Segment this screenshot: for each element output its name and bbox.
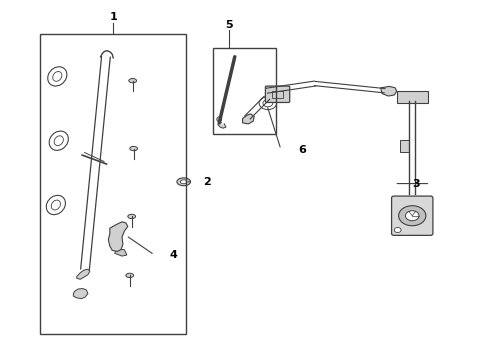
Polygon shape: [217, 122, 225, 128]
FancyBboxPatch shape: [391, 196, 432, 235]
Polygon shape: [108, 222, 127, 251]
Ellipse shape: [177, 178, 190, 186]
Circle shape: [405, 211, 418, 221]
Bar: [399, 140, 408, 153]
FancyBboxPatch shape: [396, 91, 427, 103]
Text: 5: 5: [224, 19, 232, 30]
Text: 4: 4: [169, 250, 177, 260]
FancyBboxPatch shape: [265, 86, 289, 103]
Bar: [271, 91, 283, 98]
Ellipse shape: [53, 72, 62, 81]
Ellipse shape: [51, 200, 61, 210]
Ellipse shape: [49, 131, 68, 150]
Text: 2: 2: [203, 177, 210, 187]
Bar: [40, 33, 186, 334]
Ellipse shape: [54, 136, 63, 145]
Text: 1: 1: [109, 13, 117, 22]
Text: 6: 6: [297, 145, 305, 155]
Ellipse shape: [180, 180, 187, 184]
Circle shape: [398, 206, 425, 226]
Text: 3: 3: [411, 179, 419, 189]
Circle shape: [263, 100, 272, 107]
Polygon shape: [115, 249, 126, 256]
Circle shape: [259, 97, 276, 110]
Ellipse shape: [127, 214, 135, 219]
Ellipse shape: [129, 147, 137, 151]
Polygon shape: [380, 86, 396, 96]
Circle shape: [393, 228, 400, 233]
Ellipse shape: [216, 117, 221, 122]
Ellipse shape: [128, 78, 136, 83]
Polygon shape: [73, 289, 88, 298]
Polygon shape: [77, 269, 90, 279]
Ellipse shape: [46, 195, 65, 215]
Polygon shape: [242, 114, 254, 124]
Ellipse shape: [48, 67, 67, 86]
Bar: [212, 48, 276, 134]
Ellipse shape: [125, 273, 133, 278]
